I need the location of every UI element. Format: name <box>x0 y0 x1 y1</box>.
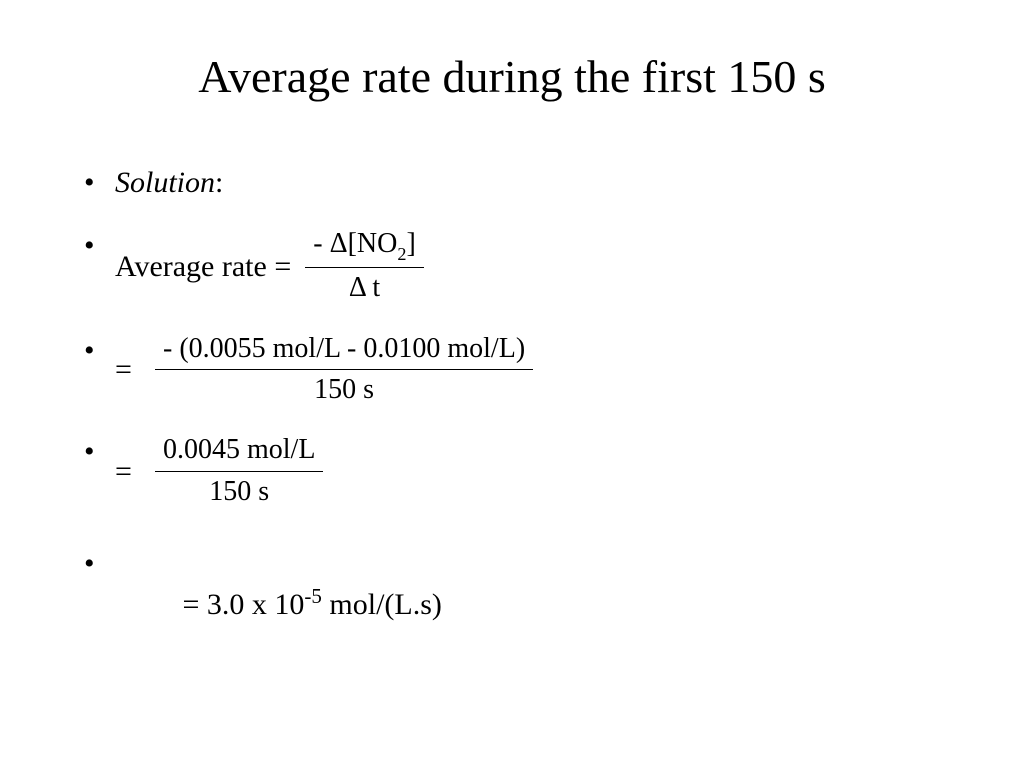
frac-definition: - Δ[NO2] Δ t <box>305 226 424 307</box>
bullet-solution: Solution: <box>70 163 954 202</box>
result-prefix: = 3.0 x 10 <box>160 588 304 621</box>
avg-rate-row: Average rate = - Δ[NO2] Δ t <box>115 226 954 307</box>
frac-def-num: - Δ[NO2] <box>305 226 424 268</box>
frac3-den: 150 s <box>209 472 269 510</box>
solution-colon: : <box>215 166 223 199</box>
bullet-step-2: = - (0.0055 mol/L - 0.0100 mol/L) 150 s <box>70 331 954 409</box>
bullet-result: = 3.0 x 10-5 mol/(L.s) <box>70 544 954 663</box>
frac3-num: 0.0045 mol/L <box>155 432 323 471</box>
species-open: [NO <box>348 228 398 259</box>
delta-symbol: Δ <box>330 228 348 259</box>
frac-def-den: Δ t <box>349 268 380 306</box>
solution-label: Solution <box>115 166 215 199</box>
step3-row: = 0.0045 mol/L 150 s <box>115 432 954 510</box>
slide-body: Solution: Average rate = - Δ[NO2] Δ t = <box>70 163 954 663</box>
species-close: ] <box>406 228 415 259</box>
slide: Average rate during the first 150 s Solu… <box>0 0 1024 768</box>
frac-step2: - (0.0055 mol/L - 0.0100 mol/L) 150 s <box>155 331 533 409</box>
eq-sign-2: = <box>115 350 141 389</box>
den-t: t <box>365 272 380 303</box>
bullet-step-3: = 0.0045 mol/L 150 s <box>70 432 954 510</box>
num-neg: - <box>313 228 329 259</box>
frac-step3: 0.0045 mol/L 150 s <box>155 432 323 510</box>
result-suffix: mol/(L.s) <box>322 588 442 621</box>
delta-symbol-den: Δ <box>349 272 365 303</box>
avg-rate-label: Average rate = <box>115 247 291 286</box>
frac2-den: 150 s <box>314 370 374 408</box>
step2-row: = - (0.0055 mol/L - 0.0100 mol/L) 150 s <box>115 331 954 409</box>
bullet-average-rate: Average rate = - Δ[NO2] Δ t <box>70 226 954 307</box>
frac2-num: - (0.0055 mol/L - 0.0100 mol/L) <box>155 331 533 370</box>
slide-title: Average rate during the first 150 s <box>70 50 954 103</box>
species-subscript: 2 <box>397 244 406 264</box>
eq-sign-3: = <box>115 452 141 491</box>
result-exponent: -5 <box>304 584 322 608</box>
